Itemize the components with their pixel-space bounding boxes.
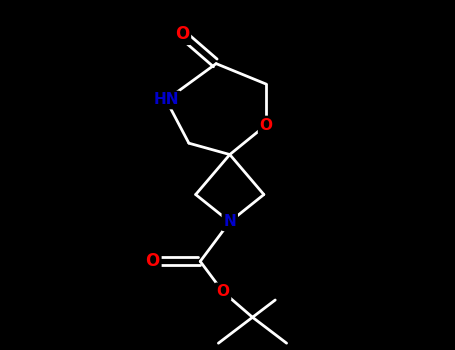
Text: N: N: [223, 214, 236, 229]
Text: O: O: [217, 284, 229, 299]
Text: O: O: [260, 118, 273, 133]
Text: O: O: [146, 252, 160, 270]
Text: HN: HN: [153, 92, 179, 107]
Text: O: O: [175, 25, 189, 43]
